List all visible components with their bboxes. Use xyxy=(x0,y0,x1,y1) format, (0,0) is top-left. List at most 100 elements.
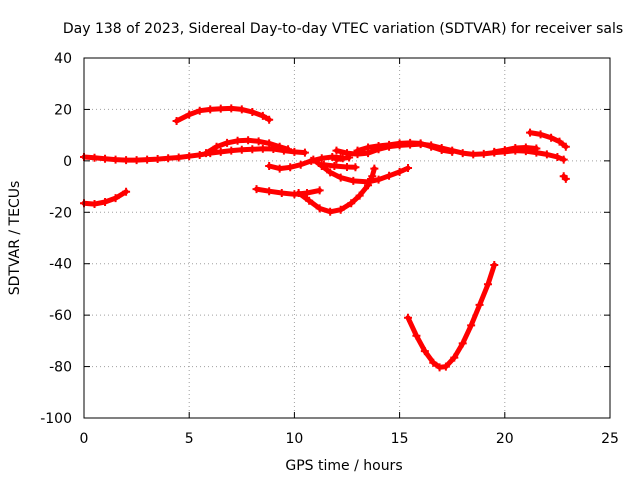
y-axis-label: SDTVAR / TECUs xyxy=(7,181,23,296)
data-point xyxy=(90,200,99,209)
x-tick-label: 0 xyxy=(80,431,89,447)
data-point xyxy=(553,153,562,161)
data-point xyxy=(265,115,274,124)
y-tick-label: -40 xyxy=(49,257,72,273)
data-point xyxy=(441,362,450,371)
series-trace xyxy=(81,146,308,163)
plot-frame xyxy=(83,57,611,419)
data-point xyxy=(326,168,335,177)
data-point xyxy=(101,198,110,206)
data-point xyxy=(111,194,120,203)
data-point xyxy=(416,139,425,148)
y-tick-label: 0 xyxy=(63,154,72,170)
y-tick-label: -80 xyxy=(49,360,72,376)
data-point xyxy=(286,163,295,172)
data-point xyxy=(265,162,274,170)
data-series xyxy=(490,143,541,156)
data-point xyxy=(351,163,360,172)
data-point xyxy=(315,186,324,195)
data-point xyxy=(122,156,131,165)
data-point xyxy=(355,191,364,200)
data-point xyxy=(258,111,267,120)
data-point xyxy=(364,143,373,152)
data-point xyxy=(284,145,293,154)
y-tick-label: -60 xyxy=(49,308,72,324)
data-point xyxy=(561,142,570,151)
y-tick-label: 20 xyxy=(54,102,72,118)
series-trace xyxy=(310,157,411,185)
data-point xyxy=(332,155,341,164)
data-series xyxy=(309,155,413,186)
data-point xyxy=(223,138,232,147)
data-point xyxy=(336,205,345,214)
data-point xyxy=(427,142,436,151)
data-point xyxy=(294,189,303,197)
data-point xyxy=(248,108,257,116)
data-point xyxy=(555,137,564,146)
series-trace xyxy=(174,105,272,124)
data-point xyxy=(404,164,413,173)
grid-layer xyxy=(84,58,610,418)
data-point xyxy=(216,147,225,156)
data-point xyxy=(469,150,478,159)
data-point xyxy=(347,199,356,208)
data-point xyxy=(395,139,404,148)
data-point xyxy=(265,139,274,148)
data-point xyxy=(542,150,551,159)
data-point xyxy=(448,147,457,156)
data-series xyxy=(80,144,309,165)
data-point xyxy=(252,185,261,194)
data-point xyxy=(526,128,535,137)
data-point xyxy=(500,146,509,155)
data-point xyxy=(343,163,351,172)
data-series xyxy=(202,136,293,158)
data-point xyxy=(317,154,326,163)
data-point xyxy=(309,155,318,164)
x-tick-label: 10 xyxy=(285,431,303,447)
data-series xyxy=(252,185,324,199)
data-series xyxy=(353,138,457,156)
data-point xyxy=(330,162,339,170)
data-point xyxy=(101,154,110,163)
data-point xyxy=(561,174,570,183)
data-point xyxy=(265,187,274,196)
data-point xyxy=(532,144,541,153)
data-point xyxy=(258,144,267,153)
data-point xyxy=(275,164,284,173)
data-point xyxy=(467,321,476,330)
data-point xyxy=(370,164,379,173)
data-point xyxy=(437,146,446,155)
data-point xyxy=(364,177,373,186)
data-point xyxy=(479,149,488,158)
data-point xyxy=(385,140,394,149)
data-point xyxy=(404,313,413,322)
x-axis-label: GPS time / hours xyxy=(285,458,402,474)
series-trace xyxy=(405,262,497,370)
data-point xyxy=(143,155,152,164)
data-point xyxy=(420,347,429,356)
data-point xyxy=(195,150,204,159)
data-point xyxy=(374,141,383,150)
y-tick-label: -20 xyxy=(49,205,72,221)
data-point xyxy=(237,145,246,154)
data-point xyxy=(164,154,173,163)
data-point xyxy=(122,187,131,196)
data-point xyxy=(353,146,362,155)
series-trace xyxy=(355,140,455,155)
data-point xyxy=(227,104,236,113)
data-point xyxy=(111,155,120,164)
data-series xyxy=(172,104,274,125)
data-point xyxy=(490,261,499,269)
data-point xyxy=(153,155,162,164)
data-point xyxy=(275,142,284,151)
x-tick-label: 25 xyxy=(601,431,619,447)
data-point xyxy=(277,189,286,197)
data-point xyxy=(521,143,530,152)
data-point xyxy=(185,152,194,161)
data-point xyxy=(511,144,520,152)
data-point xyxy=(385,171,394,180)
data-point xyxy=(395,167,404,176)
data-point xyxy=(195,106,204,115)
data-point xyxy=(227,146,236,155)
